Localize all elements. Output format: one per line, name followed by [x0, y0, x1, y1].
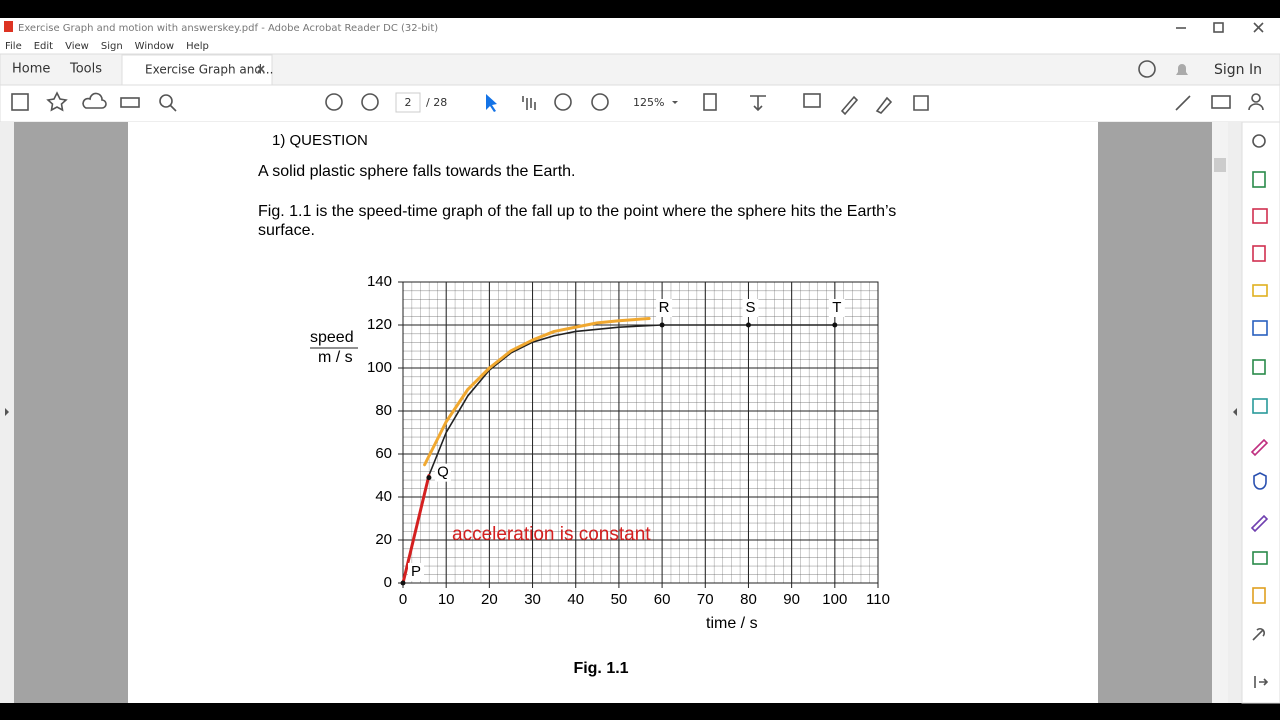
right-panel-toggle[interactable]: [1233, 408, 1237, 416]
x-tick-label: 20: [481, 591, 498, 608]
window-title: Exercise Graph and motion with answerske…: [18, 23, 438, 34]
grid-background: [402, 281, 879, 584]
point: [745, 322, 751, 328]
x-tick-label: 40: [567, 591, 584, 608]
menu-bar: File Edit View Sign Window Help: [5, 41, 209, 52]
paragraph: Fig. 1.1 is the speed-time graph of the …: [258, 203, 896, 220]
point-label: S: [745, 299, 755, 316]
x-tick-label: 0: [399, 591, 407, 608]
y-tick-label: 60: [375, 445, 392, 462]
x-tick-label: 80: [740, 591, 757, 608]
annotation: acceleration is constant: [452, 524, 651, 545]
y-tick-label: 40: [375, 488, 392, 505]
x-tick-label: 60: [654, 591, 671, 608]
zoom-level[interactable]: 125%: [633, 96, 664, 109]
menu-item[interactable]: View: [65, 41, 89, 52]
letterbox: [0, 0, 1280, 18]
right-tools-panel: [1241, 121, 1280, 704]
y-tick-label: 100: [367, 359, 392, 376]
home-tab[interactable]: Home: [12, 62, 50, 77]
paragraph: A solid plastic sphere falls towards the…: [258, 163, 576, 180]
question-heading: 1) QUESTION: [272, 132, 368, 149]
point-label-bg: [434, 463, 451, 482]
tools-tab[interactable]: Tools: [69, 62, 102, 77]
page-number[interactable]: 2: [405, 96, 412, 109]
menu-item[interactable]: File: [5, 41, 22, 52]
point-label-bg: [828, 299, 845, 317]
notifications-icon[interactable]: [1176, 64, 1188, 75]
point: [832, 322, 838, 328]
point: [400, 580, 406, 586]
point-label-bg: [742, 299, 759, 317]
point-label: R: [659, 299, 670, 316]
x-tick-label: 30: [524, 591, 541, 608]
point-label-bg: [408, 563, 424, 581]
y-tick-label: 140: [367, 273, 392, 290]
menu-item[interactable]: Sign: [101, 41, 123, 52]
x-tick-label: 10: [438, 591, 455, 608]
left-panel-toggle[interactable]: [5, 408, 9, 416]
toolbar: [0, 84, 1280, 123]
y-axis-unit: m / s: [318, 349, 353, 366]
y-tick-label: 20: [375, 531, 392, 548]
figure-caption: Fig. 1.1: [573, 660, 628, 677]
close-tab[interactable]: [257, 65, 265, 73]
point-label: Q: [437, 464, 449, 481]
scrollbar[interactable]: [1212, 122, 1228, 703]
menu-item[interactable]: Edit: [34, 41, 53, 52]
y-tick-label: 0: [384, 574, 392, 591]
document-tab-title[interactable]: Exercise Graph and...: [145, 63, 273, 77]
right-tool-icons[interactable]: [1250, 134, 1269, 688]
title-bar: [0, 18, 1280, 54]
series-line: [423, 317, 651, 467]
point-label: P: [411, 563, 421, 580]
menu-item[interactable]: Window: [135, 41, 174, 52]
scroll-thumb[interactable]: [1214, 158, 1226, 172]
point: [659, 322, 665, 328]
series-line: [401, 474, 431, 585]
plot: 0 10 20 30 40 50 60 70 80 90 100 110 0 20 40 60 80 100 120…: [367, 273, 890, 608]
x-tick-label: 90: [783, 591, 800, 608]
x-axis-label: time / s: [706, 615, 758, 632]
page-count: / 28: [426, 96, 447, 109]
select-tool[interactable]: [486, 94, 497, 112]
sign-in[interactable]: Sign In: [1214, 62, 1262, 78]
x-tick-label: 50: [611, 591, 628, 608]
letterbox: [0, 703, 1280, 720]
window-controls[interactable]: [1176, 22, 1264, 33]
point-label: T: [832, 299, 841, 316]
x-tick-label: 70: [697, 591, 714, 608]
point: [426, 475, 432, 481]
zoom-dropdown[interactable]: [672, 101, 678, 104]
y-tick-label: 80: [375, 402, 392, 419]
page-input[interactable]: [395, 92, 421, 113]
paragraph: surface.: [258, 222, 315, 239]
y-axis-label: speed: [310, 329, 354, 346]
menu-item[interactable]: Help: [186, 41, 209, 52]
point-label-bg: [656, 299, 673, 317]
toolbar-icons[interactable]: [11, 91, 1264, 116]
y-tick-label: 120: [367, 316, 392, 333]
document-tab[interactable]: [121, 54, 273, 87]
app-icon: [4, 21, 13, 32]
x-tick-label: 110: [866, 591, 890, 608]
help-icon[interactable]: [1138, 60, 1156, 78]
x-tick-label: 100: [822, 591, 847, 608]
